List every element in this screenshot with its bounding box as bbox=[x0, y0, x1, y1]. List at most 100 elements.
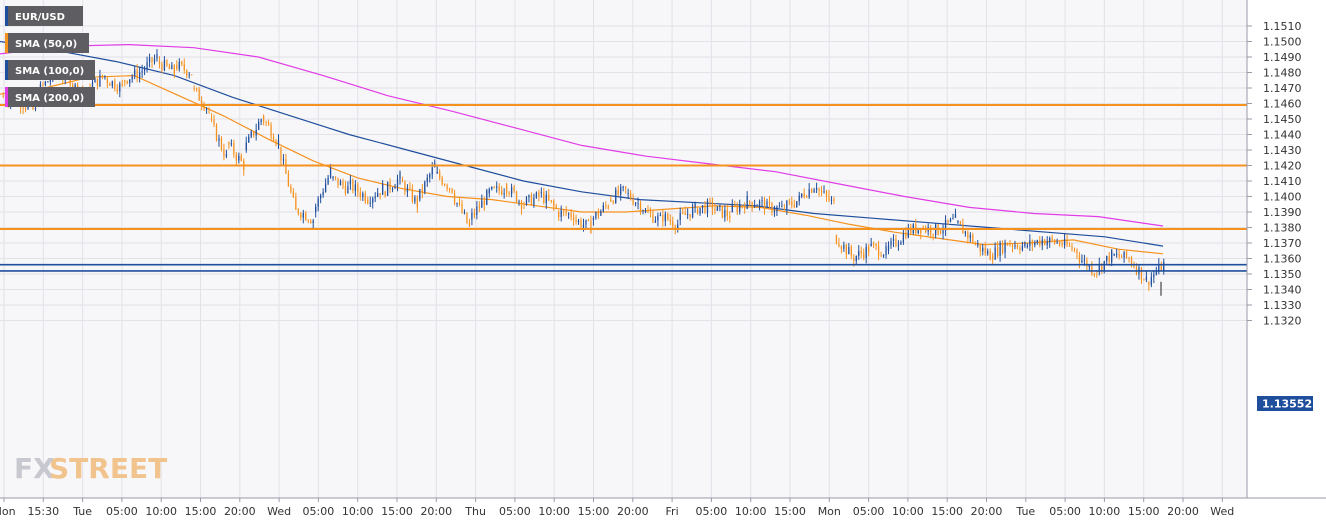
candle-body bbox=[704, 205, 706, 213]
candle-body bbox=[471, 212, 473, 220]
candle-body bbox=[590, 220, 592, 234]
candle-body bbox=[815, 187, 818, 190]
candle-body bbox=[982, 247, 984, 252]
candle-body bbox=[818, 188, 820, 191]
candle-body bbox=[168, 65, 171, 70]
candle-body bbox=[146, 62, 148, 70]
candle-body bbox=[220, 138, 223, 150]
candle-body bbox=[944, 219, 947, 231]
candle-body bbox=[932, 234, 934, 236]
candle-body bbox=[287, 173, 290, 187]
candle-body bbox=[305, 213, 307, 221]
candle-body bbox=[49, 79, 51, 82]
candle-body bbox=[419, 189, 421, 200]
candle-body bbox=[367, 199, 369, 204]
candle-body bbox=[798, 195, 800, 202]
y-tick-label: 1.1390 bbox=[1263, 206, 1302, 219]
candle-body bbox=[548, 194, 550, 201]
candle-body bbox=[620, 186, 622, 195]
candle-body bbox=[1108, 255, 1110, 263]
candle-body bbox=[957, 221, 959, 223]
candle-body bbox=[1001, 242, 1004, 253]
candle-body bbox=[114, 81, 116, 89]
candle-body bbox=[1039, 240, 1041, 246]
candle-body bbox=[1155, 271, 1157, 275]
candle-body bbox=[758, 201, 761, 206]
y-tick-label: 1.1480 bbox=[1263, 67, 1302, 80]
candle-body bbox=[629, 193, 632, 200]
candle-body bbox=[448, 188, 451, 190]
candle-body bbox=[99, 75, 101, 87]
candle-body bbox=[555, 205, 557, 209]
candle-body bbox=[515, 191, 518, 203]
candle-body bbox=[329, 168, 332, 178]
candle-body bbox=[203, 105, 205, 110]
candle-body bbox=[667, 213, 669, 220]
candle-body bbox=[558, 212, 560, 217]
candle-body bbox=[778, 206, 781, 208]
candle-body bbox=[1009, 243, 1011, 246]
candle-body bbox=[501, 190, 503, 195]
candle-body bbox=[694, 203, 696, 208]
candle-body bbox=[696, 208, 699, 214]
candle-body bbox=[426, 177, 428, 182]
candle-body bbox=[295, 197, 297, 210]
candle-body bbox=[977, 244, 979, 246]
candle-body bbox=[868, 246, 870, 253]
candle-body bbox=[158, 61, 161, 64]
candle-body bbox=[456, 203, 458, 205]
candle-body bbox=[156, 53, 158, 59]
candle-body bbox=[823, 191, 825, 193]
candle-body bbox=[1133, 264, 1135, 268]
candle-body bbox=[409, 187, 411, 189]
candle-body bbox=[687, 214, 689, 216]
candle-body bbox=[652, 213, 654, 223]
candle-body bbox=[134, 69, 136, 77]
candle-body bbox=[466, 212, 468, 223]
candle-body bbox=[200, 100, 203, 106]
candle-body bbox=[959, 221, 962, 225]
candle-body bbox=[1026, 245, 1029, 247]
candle-body bbox=[550, 200, 552, 202]
candle-body bbox=[22, 107, 24, 109]
x-tick-label: 15:00 bbox=[931, 505, 963, 518]
candle-body bbox=[639, 203, 642, 212]
candle-body bbox=[359, 192, 361, 198]
candle-body bbox=[592, 217, 595, 220]
candle-body bbox=[362, 193, 364, 198]
candle-body bbox=[1051, 237, 1053, 240]
grid-lines bbox=[0, 0, 1247, 498]
candle-body bbox=[186, 70, 188, 76]
candle-body bbox=[461, 203, 463, 213]
candle-body bbox=[429, 174, 431, 178]
candle-body bbox=[870, 243, 872, 247]
candle-body bbox=[595, 212, 597, 218]
candle-body bbox=[930, 227, 932, 235]
candle-body bbox=[533, 197, 535, 206]
candle-body bbox=[223, 149, 225, 157]
y-tick-label: 1.1510 bbox=[1263, 20, 1302, 33]
x-tick-label: Tue bbox=[72, 505, 92, 518]
x-tick-label: 10:00 bbox=[145, 505, 177, 518]
candle-body bbox=[250, 131, 252, 137]
candle-body bbox=[972, 234, 974, 243]
candle-body bbox=[478, 206, 480, 208]
candle-body bbox=[907, 227, 909, 238]
candle-body bbox=[116, 88, 118, 92]
candle-body bbox=[979, 244, 981, 252]
candle-body bbox=[486, 190, 488, 205]
legend-item-box bbox=[5, 6, 83, 26]
candle-body bbox=[989, 251, 991, 261]
candle-body bbox=[372, 198, 374, 203]
candle-body bbox=[225, 154, 228, 157]
candle-body bbox=[44, 81, 47, 85]
candle-body bbox=[756, 205, 758, 207]
legend-item-label: SMA (50,0) bbox=[15, 39, 77, 50]
candle-body bbox=[111, 81, 113, 86]
candle-body bbox=[317, 198, 319, 207]
y-tick-label: 1.1370 bbox=[1263, 237, 1302, 250]
candle-body bbox=[1153, 274, 1155, 278]
candle-body bbox=[267, 122, 270, 126]
candle-body bbox=[1111, 250, 1113, 263]
candle-body bbox=[414, 197, 416, 202]
